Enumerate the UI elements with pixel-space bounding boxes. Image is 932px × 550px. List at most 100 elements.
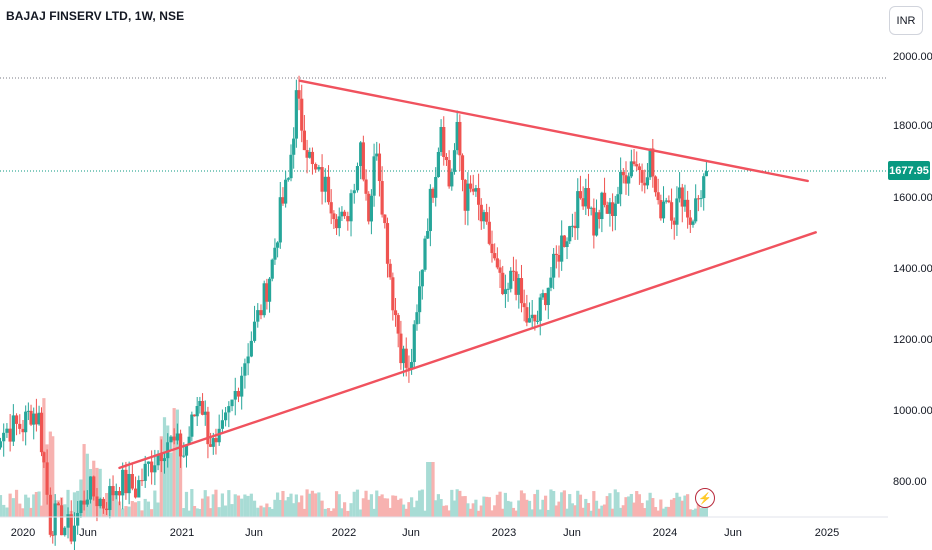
volume-bar xyxy=(117,501,122,517)
candle-body xyxy=(24,411,28,433)
volume-bar xyxy=(156,502,160,517)
volume-bar xyxy=(619,507,623,517)
candle-body xyxy=(415,312,419,325)
volume-bar xyxy=(511,507,516,517)
volume-bar xyxy=(346,510,350,517)
volume-bar xyxy=(396,499,400,517)
volume-bar xyxy=(452,500,457,517)
volume-bar xyxy=(284,500,288,517)
candle-body xyxy=(130,474,134,489)
candlestick-series xyxy=(0,75,708,550)
volume-bar xyxy=(200,498,205,517)
volume-bar xyxy=(240,498,244,517)
candle-body xyxy=(8,428,12,442)
trendlines[interactable] xyxy=(118,79,817,470)
candle-body xyxy=(240,375,244,397)
candle-body xyxy=(150,461,154,473)
candle-body xyxy=(643,182,647,186)
candle-body xyxy=(562,235,566,248)
volume-bar xyxy=(230,504,234,517)
volume-bar xyxy=(637,494,641,517)
volume-bar xyxy=(326,508,331,517)
candle-body xyxy=(121,469,125,496)
candle-body xyxy=(227,406,231,413)
candle-body xyxy=(434,177,438,198)
x-tick: 2021 xyxy=(169,527,195,539)
volume-bar xyxy=(463,496,467,517)
volume-bar xyxy=(63,504,67,517)
candle-body xyxy=(490,243,494,254)
candle-body xyxy=(364,179,368,194)
volume-bar xyxy=(581,507,585,517)
volume-bar xyxy=(209,508,213,517)
candle-body xyxy=(85,499,89,505)
volume-bar xyxy=(143,498,147,517)
volume-bar xyxy=(431,462,435,517)
volume-bar xyxy=(18,503,22,517)
volume-bar xyxy=(0,495,3,517)
candle-body xyxy=(352,190,356,194)
volume-bar xyxy=(522,493,526,517)
candle-body xyxy=(517,278,521,295)
volume-bar xyxy=(375,490,379,517)
candle-body xyxy=(278,197,282,243)
candle-body xyxy=(519,278,524,304)
volume-bar xyxy=(391,495,395,517)
candle-body xyxy=(63,527,67,536)
volume-bar xyxy=(404,508,408,517)
volume-bar xyxy=(32,494,36,517)
candle-body xyxy=(310,151,315,165)
candle-body xyxy=(34,413,38,425)
candle-body xyxy=(669,202,674,221)
candle-body xyxy=(159,453,163,462)
symbol-title: BAJAJ FINSERV LTD, 1W, NSE xyxy=(6,9,185,23)
candle-body xyxy=(410,362,414,369)
volume-bar xyxy=(273,499,277,517)
candle-body xyxy=(184,444,189,456)
candle-body xyxy=(511,270,516,272)
volume-bar xyxy=(412,507,416,517)
candle-body xyxy=(206,411,210,445)
volume-bar xyxy=(249,493,253,517)
volume-bar xyxy=(479,505,483,517)
volume-bar xyxy=(686,494,690,517)
currency-button[interactable]: INR xyxy=(889,6,923,35)
volume-bar xyxy=(691,509,695,517)
volume-bar xyxy=(153,490,157,517)
volume-bar xyxy=(308,493,312,517)
volume-bar xyxy=(385,498,390,517)
volume-bar xyxy=(485,496,489,517)
lightning-icon[interactable]: ⚡ xyxy=(695,488,715,508)
volume-bar xyxy=(320,500,324,517)
candle-body xyxy=(581,198,585,207)
candle-body xyxy=(246,356,250,364)
candle-body xyxy=(59,505,64,536)
candle-body xyxy=(270,259,274,279)
candle-body xyxy=(355,166,360,191)
volume-bar xyxy=(314,493,318,517)
trendline[interactable] xyxy=(298,79,809,183)
candle-body xyxy=(273,247,277,260)
candle-body xyxy=(439,126,443,152)
volume-bar xyxy=(517,500,521,517)
volume-bar xyxy=(317,492,321,517)
candle-body xyxy=(340,211,344,217)
volume-bar xyxy=(265,503,269,517)
volume-bar xyxy=(696,496,700,517)
volume-bar xyxy=(172,408,176,517)
candle-body xyxy=(589,207,593,209)
candle-body xyxy=(5,428,9,433)
volume-bar xyxy=(611,508,615,517)
volume-bar xyxy=(24,494,28,517)
volume-bar xyxy=(423,510,427,517)
candle-body xyxy=(98,498,102,507)
candle-body xyxy=(156,453,160,466)
volume-bar xyxy=(503,492,507,517)
candle-body xyxy=(691,221,695,225)
volume-bar xyxy=(56,500,60,517)
volume-bar xyxy=(48,431,52,517)
candle-body xyxy=(101,498,105,509)
candle-body xyxy=(627,176,631,184)
trendline[interactable] xyxy=(118,231,817,470)
